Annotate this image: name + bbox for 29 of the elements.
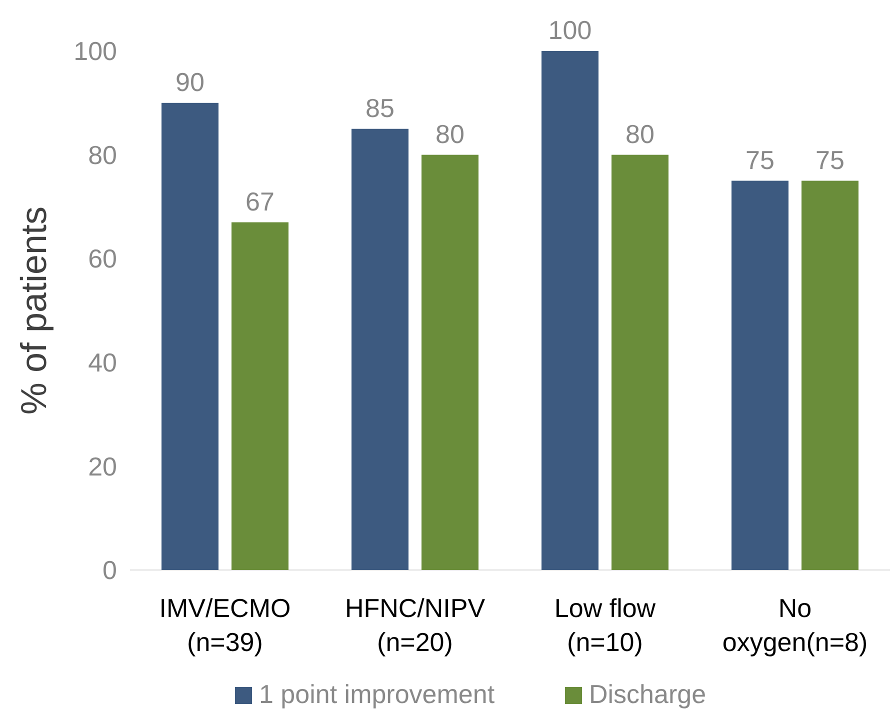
y-tick-label: 60 xyxy=(88,244,117,274)
data-label: 67 xyxy=(246,186,274,216)
x-tick-label: Low flow (n=10) xyxy=(554,593,656,657)
x-tick-label: IMV/ECMO (n=39) xyxy=(159,593,291,657)
legend-label: Discharge xyxy=(589,679,706,709)
y-tick-label: 20 xyxy=(88,451,117,482)
bar xyxy=(162,102,218,570)
y-tick-label: 0 xyxy=(102,555,117,586)
x-tick-label: No oxygen(n=8) xyxy=(722,593,868,657)
data-label: 80 xyxy=(436,118,464,149)
legend-label: 1 point improvement xyxy=(259,679,496,709)
data-label: 75 xyxy=(816,144,844,175)
y-axis-title: % of patients xyxy=(13,206,54,415)
data-label: 80 xyxy=(626,118,654,149)
bar xyxy=(802,180,858,570)
data-label: 75 xyxy=(746,144,774,175)
bar xyxy=(422,154,478,570)
y-tick-label: 40 xyxy=(88,348,117,378)
y-tick-label: 80 xyxy=(88,140,117,170)
bar xyxy=(732,180,788,570)
x-tick-label: HFNC/NIPV (n=20) xyxy=(344,593,486,657)
y-tick-label: 100 xyxy=(74,36,117,66)
data-label: 100 xyxy=(548,15,592,45)
bar xyxy=(352,128,408,570)
bar xyxy=(542,51,598,570)
data-label: 85 xyxy=(366,92,394,123)
data-label: 90 xyxy=(176,66,204,97)
bar xyxy=(232,222,288,570)
bar xyxy=(612,154,668,570)
